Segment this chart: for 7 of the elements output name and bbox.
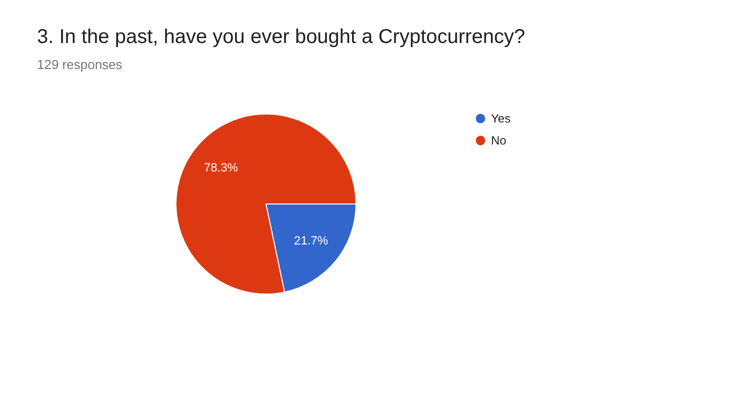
data-label: 78.3% — [204, 160, 238, 174]
chart-title: 3. In the past, have you ever bought a Cryptocurrency? — [37, 26, 526, 48]
data-label: 21.7% — [294, 234, 328, 248]
legend-label: Yes — [491, 112, 511, 126]
pie-slice — [176, 114, 356, 294]
legend-label: No — [491, 134, 507, 148]
chart-subtitle: 129 responses — [37, 57, 123, 72]
